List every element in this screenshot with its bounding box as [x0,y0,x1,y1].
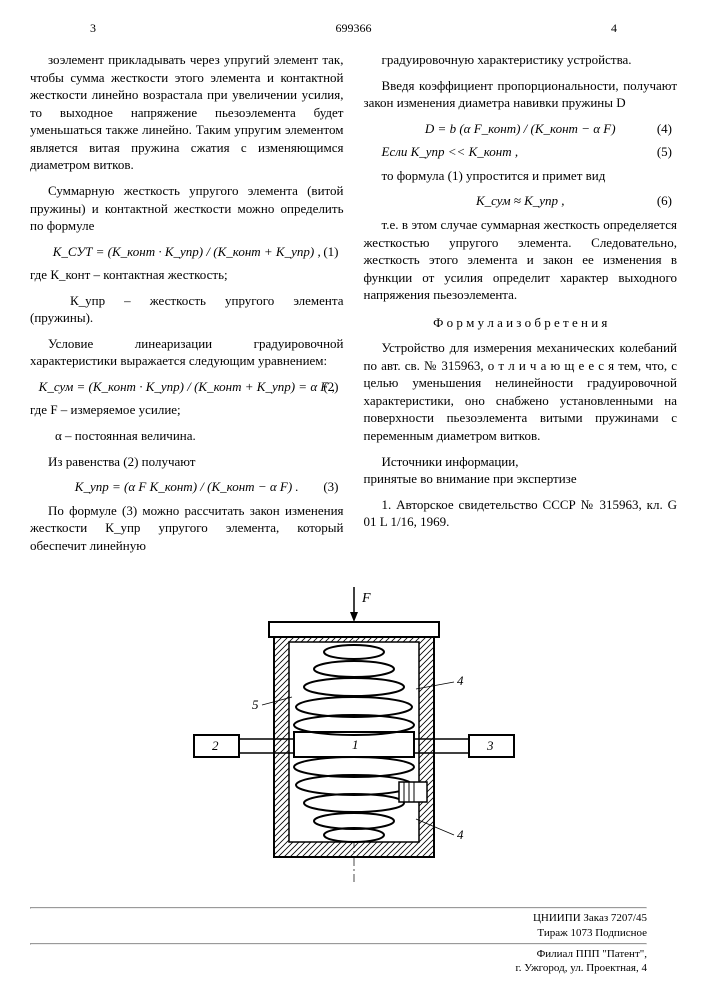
para: принятые во внимание при экспертизе [364,470,678,488]
right-column: градуировочную характеристику устройства… [364,51,678,562]
footer-line: г. Ужгород, ул. Проектная, 4 [30,961,647,976]
formula-2: K_сум = (K_конт · K_упр) / (K_конт + K_у… [30,378,344,396]
para: Введя коэффициент пропорциональности, по… [364,77,678,112]
publication-footer: ЦНИИПИ Заказ 7207/45 Тираж 1073 Подписно… [30,907,677,976]
svg-text:2: 2 [212,738,219,753]
para: 1. Авторское свидетельство СССР № 315963… [364,496,678,531]
svg-text:1: 1 [352,737,359,752]
para: Источники информации, [364,453,678,471]
para: Суммарную жесткость упругого элемента (в… [30,182,344,235]
para: т.е. в этом случае суммарная жесткость о… [364,216,678,304]
para: то формула (1) упростится и примет вид [364,167,678,185]
force-label: F [361,591,371,606]
svg-text:5: 5 [252,697,259,712]
svg-text:4: 4 [457,827,464,842]
section-title: Ф о р м у л а и з о б р е т е н и я [364,314,678,332]
footer-line: Тираж 1073 Подписное [30,926,647,941]
left-page-number: 3 [90,20,96,36]
document-number: 699366 [336,21,372,35]
para: К_упр – жесткость упругого элемента (пру… [30,292,344,327]
para: где К_конт – контактная жесткость; [30,266,344,284]
formula-5: Если К_упр << К_конт , (5) [364,143,678,161]
para: Условие линеаризации градуировочной хара… [30,335,344,370]
para: По формуле (3) можно рассчитать закон из… [30,502,344,555]
svg-text:4: 4 [457,673,464,688]
para: Устройство для измерения механических ко… [364,339,678,444]
formula-1: K_СУТ = (K_конт · K_упр) / (K_конт + K_у… [30,243,344,261]
svg-text:3: 3 [486,738,494,753]
formula-4: D = b (α F_конт) / (K_конт − α F) (4) [364,120,678,138]
page-header: 3 699366 4 [30,20,677,36]
para: зоэлемент прикладывать через упругий эле… [30,51,344,174]
formula-3: K_упр = (α F K_конт) / (K_конт − α F) . … [30,478,344,496]
left-column: зоэлемент прикладывать через упругий эле… [30,51,344,562]
para: Из равенства (2) получают [30,453,344,471]
technical-figure: F 1 2 3 [30,587,677,892]
footer-line: Филиал ППП "Патент", [30,947,647,962]
para: градуировочную характеристику устройства… [364,51,678,69]
footer-line: ЦНИИПИ Заказ 7207/45 [30,911,647,926]
right-page-number: 4 [611,20,617,36]
para: где F – измеряемое усилие; [30,401,344,419]
text-columns: зоэлемент прикладывать через упругий эле… [30,51,677,562]
para: α – постоянная величина. [30,427,344,445]
formula-6: К_сум ≈ К_упр , (6) [364,192,678,210]
device-diagram: F 1 2 3 [134,587,574,887]
